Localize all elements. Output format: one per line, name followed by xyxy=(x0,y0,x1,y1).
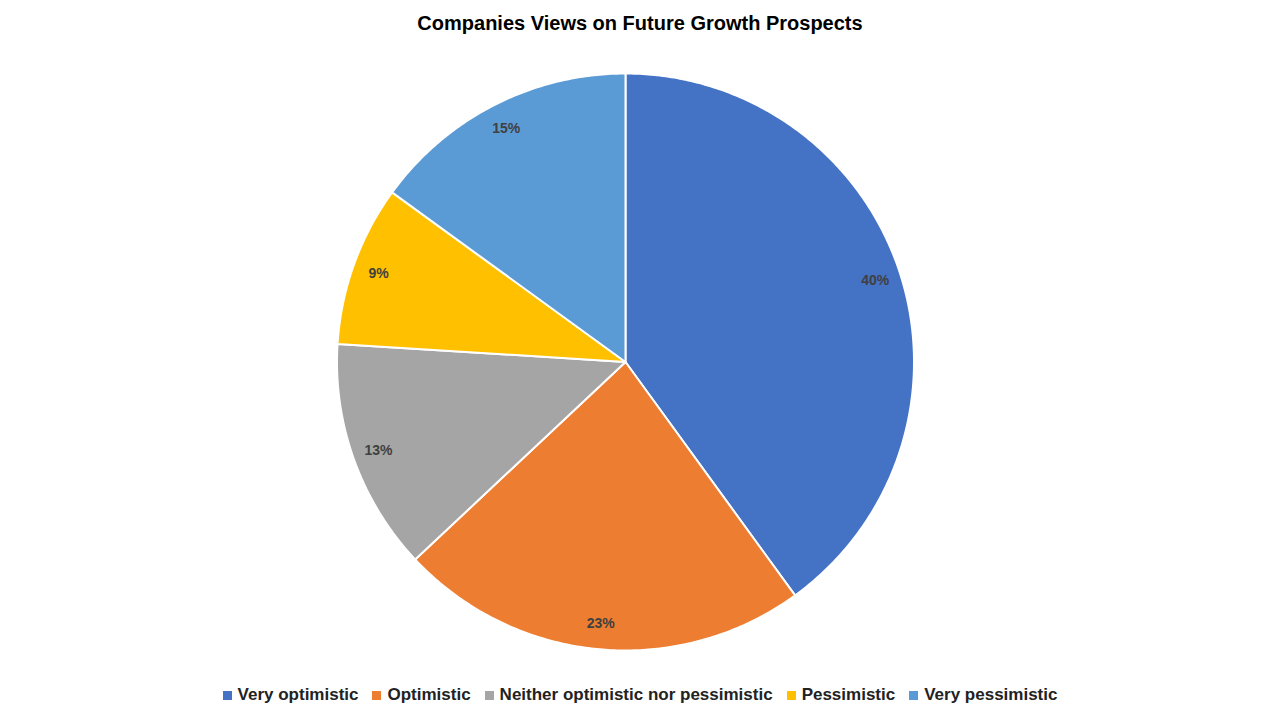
svg-text:9%: 9% xyxy=(368,265,389,281)
html-text:Very optimistic: Very optimistic xyxy=(237,685,359,704)
html-text:Pessimistic: Pessimistic xyxy=(801,685,896,704)
html-text:Optimistic: Optimistic xyxy=(387,685,471,704)
svg-text:23%: 23% xyxy=(587,615,616,631)
svg-text:13%: 13% xyxy=(364,442,393,458)
html-text:Very pessimistic: Very pessimistic xyxy=(924,685,1058,704)
svg-text:15%: 15% xyxy=(492,120,521,136)
svg-text:40%: 40% xyxy=(861,272,890,288)
html-text:Neither optimistic nor pessimi: Neither optimistic nor pessimistic xyxy=(499,685,773,704)
html-text:Companies Views on Future Grow: Companies Views on Future Growth Prospec… xyxy=(417,12,863,34)
